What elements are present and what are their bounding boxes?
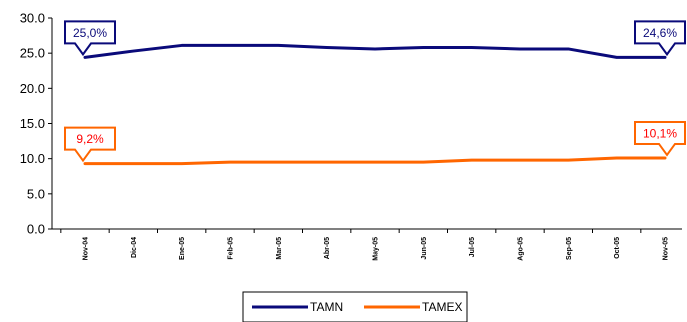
- x-tick-label: Oct-05: [614, 237, 621, 259]
- x-tick-label: Feb-05: [228, 237, 235, 260]
- x-axis: Nov-04 Dic-04 Ene-05 Feb-05 Mar-05 Abr-05 May-…: [52, 228, 682, 261]
- data-callout: 25,0%: [64, 20, 116, 57]
- series-layer: [83, 43, 667, 166]
- callout-box: [634, 120, 686, 157]
- y-axis: 0.0 5.0 10.0 15.0 20.0 25.0 30.0: [20, 11, 53, 237]
- series-line-tamex: [83, 156, 667, 166]
- x-tick-label: Nov-04: [83, 237, 90, 260]
- callout-label: 25,0%: [73, 26, 107, 40]
- y-tick-label: 10.0: [20, 151, 45, 166]
- y-tick-label: 30.0: [20, 11, 45, 26]
- legend: TAMN TAMEX: [242, 291, 468, 322]
- x-tick-label: May-05: [373, 237, 380, 261]
- callout-label: 10,1%: [643, 126, 677, 140]
- callout-label: 9,2%: [76, 132, 104, 146]
- y-tick-label: 25.0: [20, 46, 45, 61]
- y-tick-label: 20.0: [20, 81, 45, 96]
- callout-label: 24,6%: [643, 26, 677, 40]
- x-tick-label: Jun-05: [421, 237, 428, 260]
- data-callout: 9,2%: [64, 126, 116, 163]
- x-tick-label: Abr-05: [324, 237, 331, 259]
- y-tick-label: 0.0: [27, 222, 45, 237]
- legend-label: TAMN: [310, 300, 343, 314]
- callout-box: [64, 126, 116, 163]
- x-tick-label: Ene-05: [179, 237, 186, 260]
- callout-box: [64, 20, 116, 57]
- x-tick-label: Ago-05: [518, 237, 525, 261]
- series-line-tamn: [83, 43, 667, 59]
- x-tick-label: Mar-05: [276, 237, 283, 260]
- data-callout: 24,6%: [634, 20, 686, 57]
- callout-box: [634, 20, 686, 57]
- data-callout: 10,1%: [634, 120, 686, 157]
- y-tick-label: 15.0: [20, 116, 45, 131]
- legend-label: TAMEX: [422, 300, 462, 314]
- x-tick-label: Jul-05: [469, 237, 476, 257]
- callout-layer: 25,0% 24,6% 9,2% 10,1%: [64, 20, 686, 163]
- x-tick-label: Sep-05: [566, 237, 573, 260]
- x-tick-label: Nov-05: [663, 237, 670, 260]
- x-tick-label: Dic-04: [131, 237, 138, 258]
- y-tick-label: 5.0: [27, 186, 45, 201]
